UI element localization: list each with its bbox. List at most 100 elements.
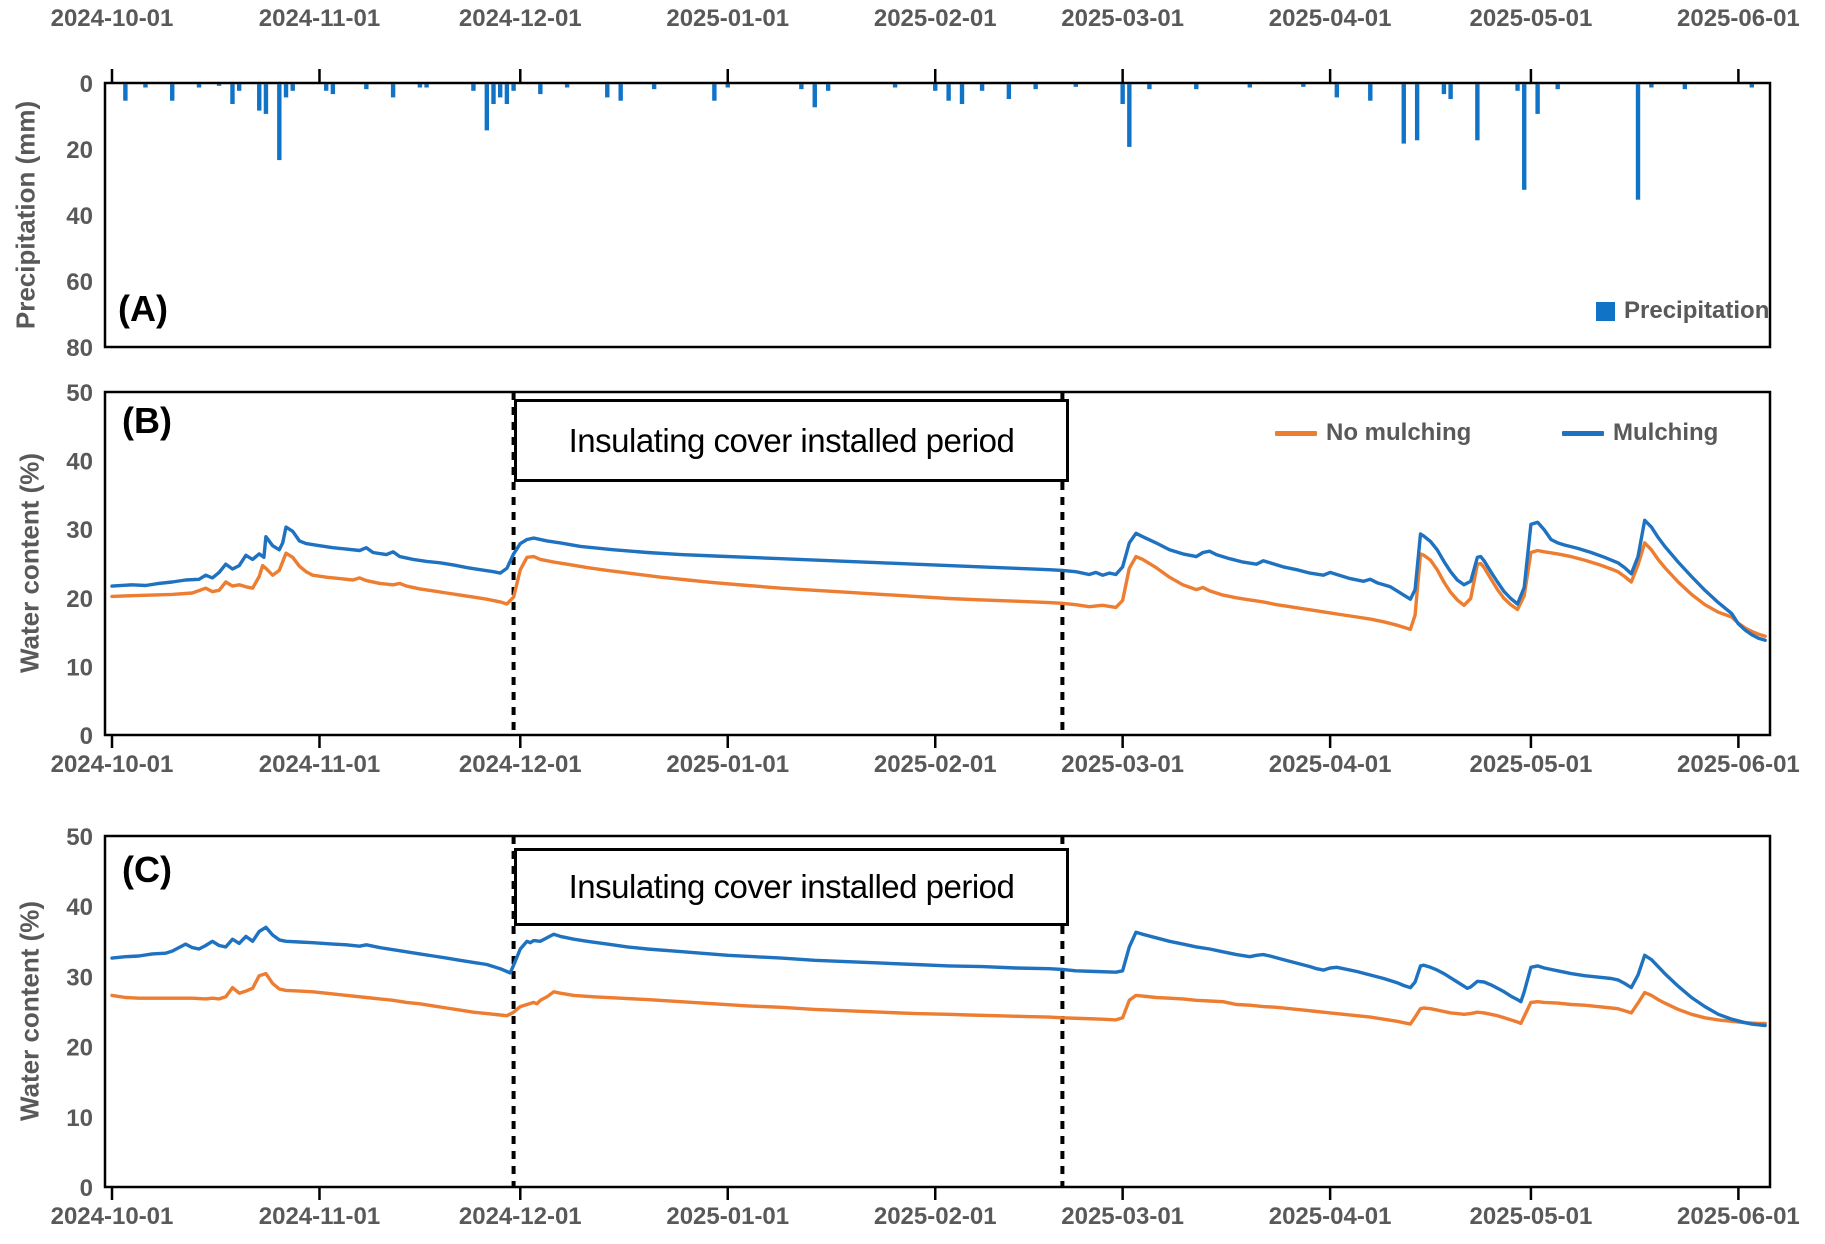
x-tick-label: 2025-03-01 xyxy=(1061,751,1184,778)
x-tick-label: 2025-06-01 xyxy=(1677,5,1800,32)
y-tick-label-panel-b: 0 xyxy=(80,723,93,750)
precip-bar xyxy=(1515,84,1520,91)
precip-bar xyxy=(979,84,985,91)
panel-b-label: (B) xyxy=(122,400,172,441)
precip-bar xyxy=(290,84,295,91)
insulating-period-box-panel-b: Insulating cover installed period xyxy=(514,399,1069,482)
y-tick-label-panel-c: 10 xyxy=(66,1105,93,1132)
x-tick-label: 2025-04-01 xyxy=(1269,5,1392,32)
panel-c-label: (C) xyxy=(122,849,172,890)
x-tick-label: 2024-12-01 xyxy=(459,1203,582,1230)
panel-c-frame xyxy=(103,834,1772,1189)
y-tick-label-panel-b: 30 xyxy=(66,517,93,544)
x-tick-label: 2025-04-01 xyxy=(1269,1203,1392,1230)
x-tick-label: 2024-10-01 xyxy=(51,5,174,32)
precip-bar xyxy=(417,84,423,88)
x-tick-label: 2025-02-01 xyxy=(874,751,997,778)
insulating-period-text-panel-b: Insulating cover installed period xyxy=(568,421,1015,459)
precip-bar xyxy=(236,84,242,91)
precip-bar xyxy=(1401,84,1406,144)
y-tick-label-panel-b: 10 xyxy=(66,654,93,681)
legend-no-mulching-label: No mulching xyxy=(1326,419,1472,446)
precip-bar xyxy=(799,84,804,90)
precip-bar xyxy=(1749,84,1754,88)
precip-bar xyxy=(1682,84,1688,90)
precip-bar xyxy=(959,84,965,104)
precip-bar xyxy=(1301,84,1306,87)
precip-bar xyxy=(651,84,657,90)
y-tick-label-panel-a: 40 xyxy=(66,203,93,230)
y-tick-label-panel-a: 20 xyxy=(66,137,93,164)
precip-bar xyxy=(504,84,510,104)
precip-bar xyxy=(1475,84,1480,141)
precip-bar xyxy=(283,84,289,98)
x-tick-labels: 2024-10-01 2024-10-01 2024-10-01 2024-11-01… xyxy=(51,5,1800,1230)
x-tick-marks xyxy=(110,69,1740,1200)
precip-bar xyxy=(323,84,329,91)
precip-bar xyxy=(277,84,282,161)
y-tick-label-panel-b: 40 xyxy=(66,449,93,476)
precip-bar xyxy=(1006,84,1012,100)
precip-bar xyxy=(196,84,202,88)
precip-bar xyxy=(1247,84,1253,88)
panel-b-frame xyxy=(103,390,1772,737)
precip-bar xyxy=(1368,84,1373,101)
precip-bar xyxy=(484,84,490,131)
no-mulching-line-panel-c xyxy=(110,971,1767,1026)
precip-bar xyxy=(1127,84,1132,147)
precip-bar xyxy=(1535,84,1540,114)
legend-mulching: Mulching xyxy=(1562,420,1718,446)
y-tick-label-panel-b: 20 xyxy=(66,586,93,613)
precip-bar xyxy=(390,84,396,98)
precip-bar xyxy=(491,84,496,104)
precipitation-bars xyxy=(123,84,1754,200)
x-tick-label: 2025-01-01 xyxy=(666,5,789,32)
precip-bar xyxy=(892,84,898,88)
precip-bar xyxy=(564,84,570,88)
precip-bar xyxy=(1033,84,1038,90)
y-tick-label-panel-a: 80 xyxy=(66,335,93,362)
precip-bar xyxy=(143,84,148,88)
x-tick-label: 2024-10-01 xyxy=(51,751,174,778)
x-tick-label: 2025-02-01 xyxy=(874,1203,997,1230)
mulching-line-panel-c xyxy=(110,925,1767,1028)
precip-bar xyxy=(946,84,951,101)
precip-bar xyxy=(1334,84,1340,98)
precip-bar xyxy=(1414,84,1420,141)
precip-bar xyxy=(1555,84,1560,90)
precip-bar xyxy=(1073,84,1078,87)
x-tick-label: 2024-10-01 xyxy=(51,1203,174,1230)
legend-precipitation: Precipitation xyxy=(1596,298,1769,324)
precip-bar xyxy=(497,84,503,98)
mulching-line-icon xyxy=(1562,430,1604,436)
precip-bar xyxy=(257,84,262,111)
panel-a-label: (A) xyxy=(118,288,168,329)
panel-b-y-axis-title: Water content (%) xyxy=(14,452,45,674)
precip-bar xyxy=(712,84,717,101)
x-tick-label: 2025-02-01 xyxy=(874,5,997,32)
y-tick-label-panel-c: 50 xyxy=(66,824,93,851)
x-tick-label: 2025-03-01 xyxy=(1061,1203,1184,1230)
precip-bar xyxy=(511,84,516,91)
precip-bar xyxy=(1649,84,1654,88)
x-tick-label: 2025-04-01 xyxy=(1269,751,1392,778)
precip-bar xyxy=(424,84,429,88)
y-tick-label-panel-c: 40 xyxy=(66,894,93,921)
precip-bar xyxy=(825,84,831,91)
x-tick-label: 2025-06-01 xyxy=(1677,1203,1800,1230)
y-tick-label-panel-c: 30 xyxy=(66,964,93,991)
y-tick-label-panel-c: 20 xyxy=(66,1035,93,1062)
x-tick-label: 2025-03-01 xyxy=(1061,5,1184,32)
x-tick-label: 2024-12-01 xyxy=(459,5,582,32)
x-tick-label: 2024-11-01 xyxy=(259,1203,380,1230)
y-tick-labels: 0 20 40 60 80 50 40 30 20 10 0 50 40 30 20 10 0 xyxy=(66,71,93,1202)
precip-bar xyxy=(123,84,128,101)
precip-bar xyxy=(1522,84,1527,190)
precip-bar xyxy=(1441,84,1447,95)
precip-bar xyxy=(170,84,175,101)
precip-bar xyxy=(364,84,369,90)
precip-bar xyxy=(605,84,610,98)
legend-precipitation-label: Precipitation xyxy=(1624,297,1770,324)
precip-bar xyxy=(471,84,476,91)
